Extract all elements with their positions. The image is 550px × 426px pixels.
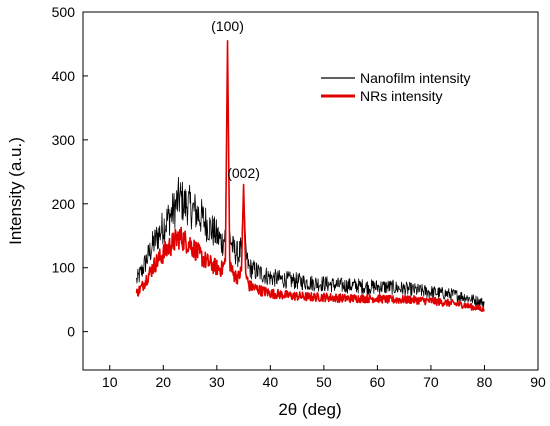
x-tick-label: 20: [156, 374, 172, 390]
peak-label-1: (002): [227, 165, 260, 181]
series-layer: [135, 39, 485, 312]
x-tick-label: 80: [477, 374, 493, 390]
y-tick-label: 200: [52, 196, 76, 212]
y-axis-title: Intensity (a.u.): [6, 137, 25, 245]
y-tick-label: 400: [52, 68, 76, 84]
legend-label-nrs: NRs intensity: [360, 88, 442, 104]
x-tick-label: 40: [263, 374, 279, 390]
y-tick-label: 500: [52, 4, 76, 20]
x-tick-label: 90: [530, 374, 546, 390]
x-tick-label: 70: [423, 374, 439, 390]
legend-label-nanofilm: Nanofilm intensity: [360, 70, 471, 86]
annotations: (100) (002): [211, 18, 260, 181]
tick-labels: 10 20 30 40 50 60 70 80 90 0 100 200 300 400 500: [52, 4, 546, 390]
plot-frame: [82, 11, 539, 371]
x-tick-label: 10: [102, 374, 118, 390]
y-tick-label: 100: [52, 260, 76, 276]
peak-label-0: (100): [211, 18, 244, 34]
legend: Nanofilm intensity NRs intensity: [321, 70, 471, 104]
x-tick-label: 30: [209, 374, 225, 390]
x-axis-title: 2θ (deg): [278, 400, 341, 419]
x-tick-label: 50: [316, 374, 332, 390]
x-tick-label: 60: [370, 374, 386, 390]
series-line-nanofilm: [136, 49, 485, 308]
y-tick-label: 300: [52, 132, 76, 148]
axis-ticks: [83, 11, 539, 370]
y-tick-label: 0: [67, 324, 75, 340]
series-line-nrs: [135, 39, 485, 312]
